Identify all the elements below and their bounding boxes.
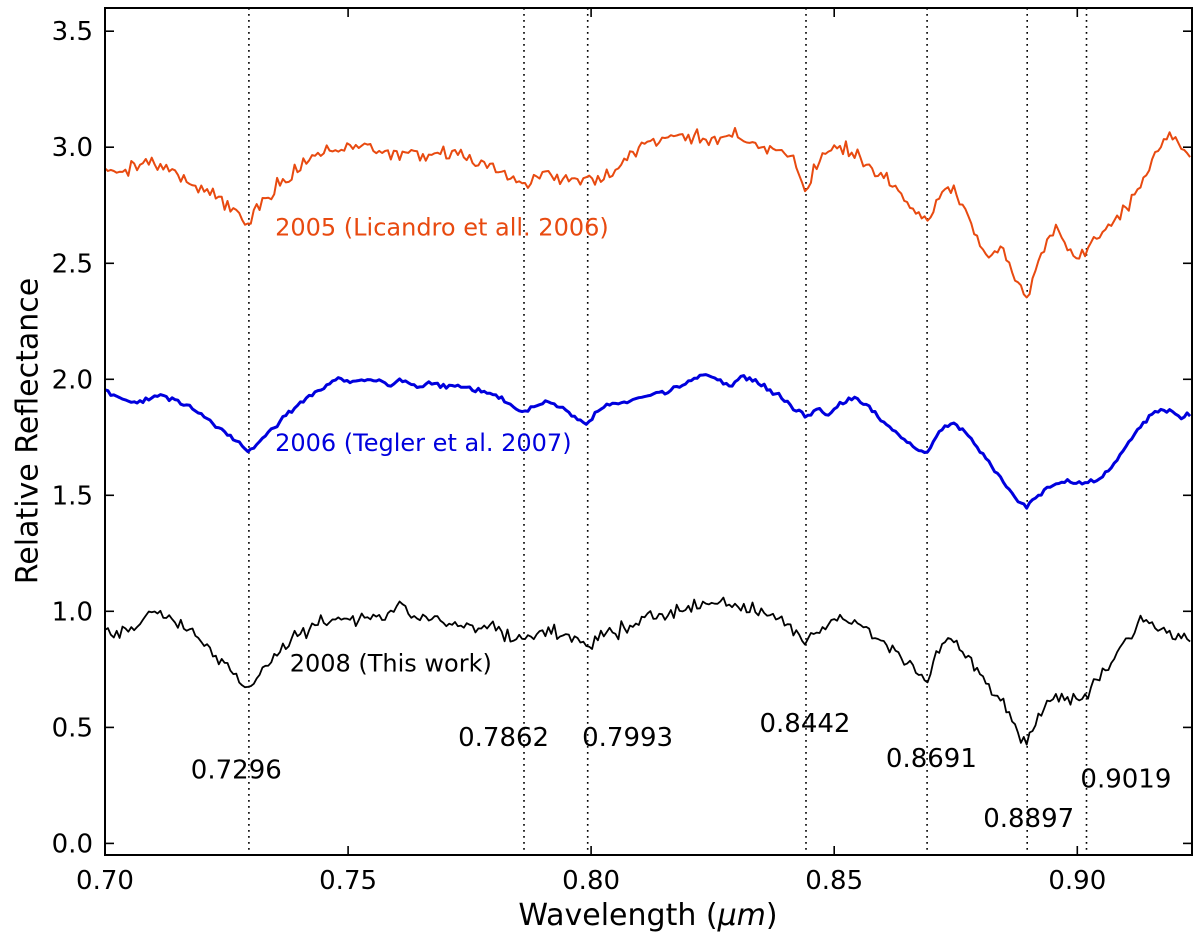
band-label-0.8897: 0.8897 [983, 804, 1074, 834]
y-tick-label: 0.0 [52, 829, 93, 859]
x-axis-title: Wavelength (μm) [518, 898, 777, 933]
band-label-0.8691: 0.8691 [886, 744, 977, 774]
band-label-0.8442: 0.8442 [760, 709, 851, 739]
band-label-0.9019: 0.9019 [1080, 765, 1171, 795]
series-label-2006: 2006 (Tegler et al. 2007) [275, 429, 571, 457]
x-axis-title-suffix: ) [765, 898, 778, 933]
band-label-0.7993: 0.7993 [582, 723, 673, 753]
y-tick-label: 2.0 [52, 365, 93, 395]
y-tick-label: 1.5 [52, 481, 93, 511]
y-tick-label: 3.5 [52, 17, 93, 47]
x-axis-title-prefix: Wavelength ( [518, 898, 718, 933]
x-axis-unit: μm [717, 898, 766, 933]
y-tick-label: 2.5 [52, 249, 93, 279]
y-axis-title: Relative Reflectance [10, 277, 46, 585]
y-tick-label: 0.5 [52, 713, 93, 743]
spectrum-2005 [105, 127, 1191, 299]
series-label-2008: 2008 (This work) [290, 650, 492, 678]
y-tick-label: 3.0 [52, 133, 93, 163]
x-tick-label: 0.85 [805, 866, 863, 896]
y-tick-label: 1.0 [52, 597, 93, 627]
plot-border [104, 7, 1193, 856]
x-tick-label: 0.80 [562, 866, 620, 896]
band-label-0.7296: 0.7296 [191, 755, 282, 785]
series-label-2005: 2005 (Licandro et all. 2006) [275, 213, 609, 241]
band-label-0.7862: 0.7862 [458, 723, 549, 753]
spectrum-2008 [105, 596, 1191, 746]
spectrum-2006 [105, 373, 1192, 510]
x-tick-label: 0.90 [1048, 866, 1106, 896]
x-tick-label: 0.75 [319, 866, 377, 896]
x-tick-label: 0.70 [76, 866, 134, 896]
